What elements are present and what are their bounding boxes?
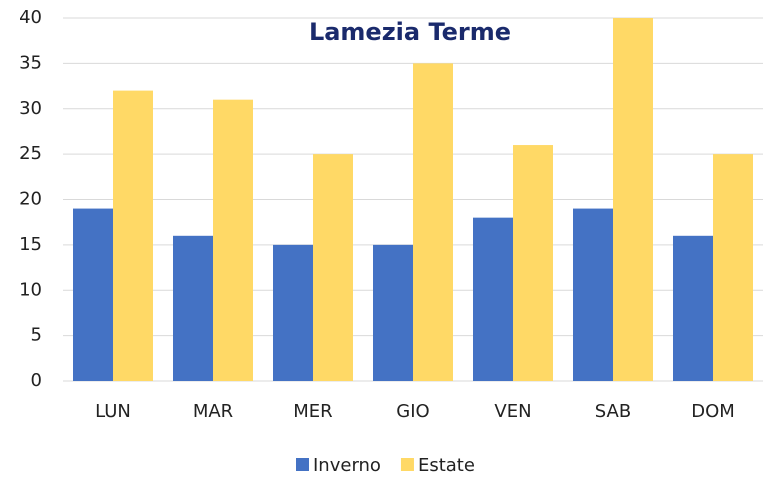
legend-swatch bbox=[296, 458, 309, 471]
bar bbox=[573, 208, 613, 381]
y-tick-label: 20 bbox=[19, 189, 42, 210]
y-tick-label: 15 bbox=[19, 234, 42, 255]
x-tick-label: SAB bbox=[595, 401, 631, 422]
y-tick-label: 35 bbox=[19, 52, 42, 73]
x-tick-label: LUN bbox=[95, 401, 131, 422]
plot: 0 5 10 15 20 25 30 35 40 LUN MAR MER GIO VEN SAB DOM Inv… bbox=[19, 7, 763, 476]
x-tick-label: MAR bbox=[193, 401, 233, 422]
x-tick-label: GIO bbox=[396, 401, 429, 422]
bar bbox=[113, 90, 153, 381]
y-tick-label: 40 bbox=[19, 7, 42, 28]
legend-label: Inverno bbox=[313, 455, 381, 476]
legend-label: Estate bbox=[418, 455, 475, 476]
x-tick-label: VEN bbox=[494, 401, 531, 422]
bar bbox=[173, 235, 213, 381]
bar bbox=[513, 145, 553, 381]
bar bbox=[313, 154, 353, 381]
bar bbox=[713, 154, 753, 381]
y-tick-label: 0 bbox=[31, 370, 42, 391]
y-tick-label: 10 bbox=[19, 279, 42, 300]
bar bbox=[73, 208, 113, 381]
bar bbox=[273, 244, 313, 381]
bar bbox=[613, 18, 653, 381]
x-tick-label: MER bbox=[293, 401, 332, 422]
bar bbox=[413, 63, 453, 381]
bar bbox=[213, 99, 253, 382]
y-tick-label: 25 bbox=[19, 143, 42, 164]
y-tick-label: 30 bbox=[19, 98, 42, 119]
legend-swatch bbox=[400, 458, 414, 471]
bar bbox=[473, 217, 513, 381]
y-tick-label: 5 bbox=[31, 325, 42, 346]
chart-title: Lamezia Terme bbox=[309, 18, 511, 46]
bar bbox=[373, 244, 413, 381]
bar bbox=[673, 235, 713, 381]
x-tick-label: DOM bbox=[691, 401, 735, 422]
